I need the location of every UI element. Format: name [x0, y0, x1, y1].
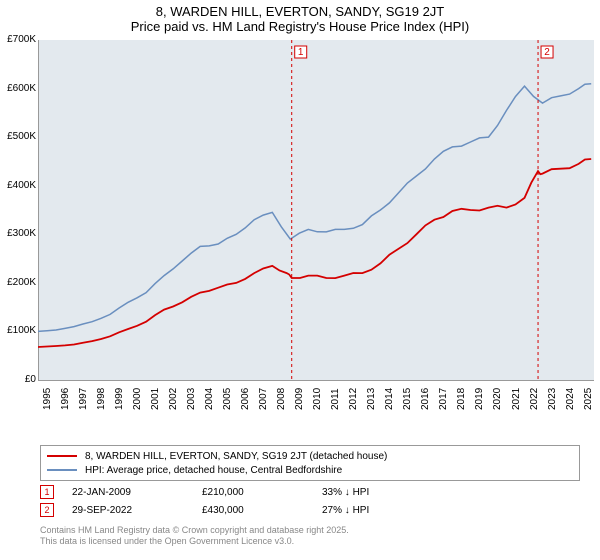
marker-num-2: 2 — [544, 47, 550, 58]
y-tick-label: £700K — [0, 34, 36, 45]
footer-line1: Contains HM Land Registry data © Crown c… — [40, 525, 349, 536]
title-block: 8, WARDEN HILL, EVERTON, SANDY, SG19 2JT… — [0, 0, 600, 34]
legend-row: HPI: Average price, detached house, Cent… — [47, 463, 573, 477]
y-tick-label: £300K — [0, 228, 36, 239]
sales-price: £210,000 — [202, 487, 322, 498]
chart-svg: 12 — [38, 40, 593, 380]
sales-date: 22-JAN-2009 — [72, 487, 202, 498]
title-line2: Price paid vs. HM Land Registry's House … — [0, 19, 600, 34]
y-tick-label: £200K — [0, 277, 36, 288]
sales-row: 2 29-SEP-2022£430,00027% ↓ HPI — [40, 501, 422, 519]
chart-container: 8, WARDEN HILL, EVERTON, SANDY, SG19 2JT… — [0, 0, 600, 560]
x-tick-label: 2025 — [583, 388, 600, 410]
series-price_paid — [38, 159, 591, 347]
sales-marker: 1 — [40, 485, 54, 499]
legend-label: HPI: Average price, detached house, Cent… — [85, 465, 342, 476]
y-tick-label: £400K — [0, 180, 36, 191]
chart-area: 12 £0£100K£200K£300K£400K£500K£600K£700K… — [0, 40, 600, 440]
sales-table: 1 22-JAN-2009£210,00033% ↓ HPI 2 29-SEP-202… — [40, 483, 422, 519]
sales-date: 29-SEP-2022 — [72, 505, 202, 516]
sales-row: 1 22-JAN-2009£210,00033% ↓ HPI — [40, 483, 422, 501]
legend-swatch — [47, 469, 77, 471]
y-tick-label: £500K — [0, 131, 36, 142]
legend-swatch — [47, 455, 77, 457]
sales-marker: 2 — [40, 503, 54, 517]
title-line1: 8, WARDEN HILL, EVERTON, SANDY, SG19 2JT — [0, 4, 600, 19]
footer-line2: This data is licensed under the Open Gov… — [40, 536, 349, 547]
sales-diff: 27% ↓ HPI — [322, 505, 422, 516]
y-tick-label: £600K — [0, 83, 36, 94]
footer-text: Contains HM Land Registry data © Crown c… — [40, 525, 349, 548]
legend-box: 8, WARDEN HILL, EVERTON, SANDY, SG19 2JT… — [40, 445, 580, 481]
marker-num-1: 1 — [298, 47, 304, 58]
legend-label: 8, WARDEN HILL, EVERTON, SANDY, SG19 2JT… — [85, 451, 387, 462]
y-tick-label: £100K — [0, 325, 36, 336]
legend-row: 8, WARDEN HILL, EVERTON, SANDY, SG19 2JT… — [47, 449, 573, 463]
sales-price: £430,000 — [202, 505, 322, 516]
y-tick-label: £0 — [0, 374, 36, 385]
sales-diff: 33% ↓ HPI — [322, 487, 422, 498]
